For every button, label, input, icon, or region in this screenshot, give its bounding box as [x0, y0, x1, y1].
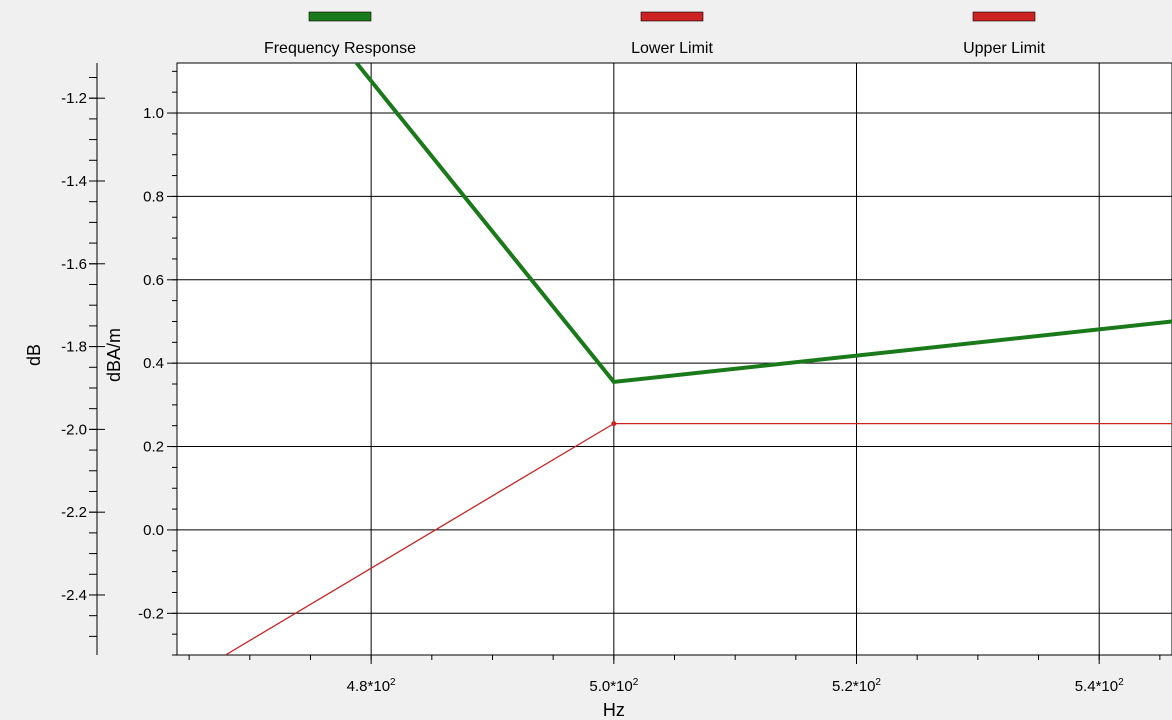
plot-area — [176, 62, 1172, 656]
y-axis-left-title: dB — [24, 344, 44, 366]
legend-label-upper: Upper Limit — [963, 40, 1045, 57]
y-axis-inner: 1.0 0.8 0.6 0.4 0.2 0.0 -0.2 — [138, 70, 177, 656]
legend: Frequency Response Lower Limit Upper Limit — [264, 11, 1045, 57]
series-point-lower — [611, 421, 617, 427]
y-axis-inner-tick-label: 0.8 — [143, 188, 164, 205]
y-axis-left-tick-label: -1.8 — [61, 339, 87, 356]
y-axis-inner-tick-label: 1.0 — [143, 105, 164, 122]
grid — [177, 63, 1172, 655]
series-line-freq — [355, 63, 1172, 385]
x-axis-title: Hz — [603, 700, 625, 720]
legend-label-lower: Lower Limit — [631, 40, 713, 57]
legend-swatch-upper — [972, 11, 1036, 22]
y-axis-left-tick-label: -1.4 — [61, 173, 87, 190]
y-axis-inner-tick-label: 0.4 — [143, 355, 164, 372]
y-axis-left-tick-label: -2.4 — [61, 587, 87, 604]
x-axis-tick-label: 5.4*102 — [1075, 677, 1124, 695]
series-group — [225, 63, 1172, 655]
legend-swatch-freq — [308, 11, 372, 22]
x-axis: 4.8*102 5.0*102 5.2*102 5.4*102 — [188, 655, 1161, 695]
y-axis-inner-tick-label: 0.2 — [143, 439, 164, 456]
y-axis-left-tick-label: -2.0 — [61, 421, 87, 438]
y-axis-left-tick-label: -1.2 — [61, 90, 87, 107]
y-axis-inner-tick-label: 0.0 — [143, 522, 164, 539]
y-axis-left: -1.2 -1.4 -1.6 -1.8 -2.0 -2.2 -2.4 — [61, 63, 105, 655]
y-axis-left-tick-label: -1.6 — [61, 256, 87, 273]
y-axis-inner-tick-label: 0.6 — [143, 272, 164, 289]
y-axis-left-tick-label: -2.2 — [61, 504, 87, 521]
legend-swatch-lower — [640, 11, 704, 22]
x-axis-tick-label: 5.0*102 — [589, 677, 638, 695]
y-axis-inner-title: dBA/m — [104, 328, 124, 382]
legend-label-freq: Frequency Response — [264, 40, 416, 57]
y-axis-inner-tick-label: -0.2 — [138, 605, 164, 622]
x-axis-tick-label: 5.2*102 — [832, 677, 881, 695]
x-axis-tick-label: 4.8*102 — [347, 677, 396, 695]
